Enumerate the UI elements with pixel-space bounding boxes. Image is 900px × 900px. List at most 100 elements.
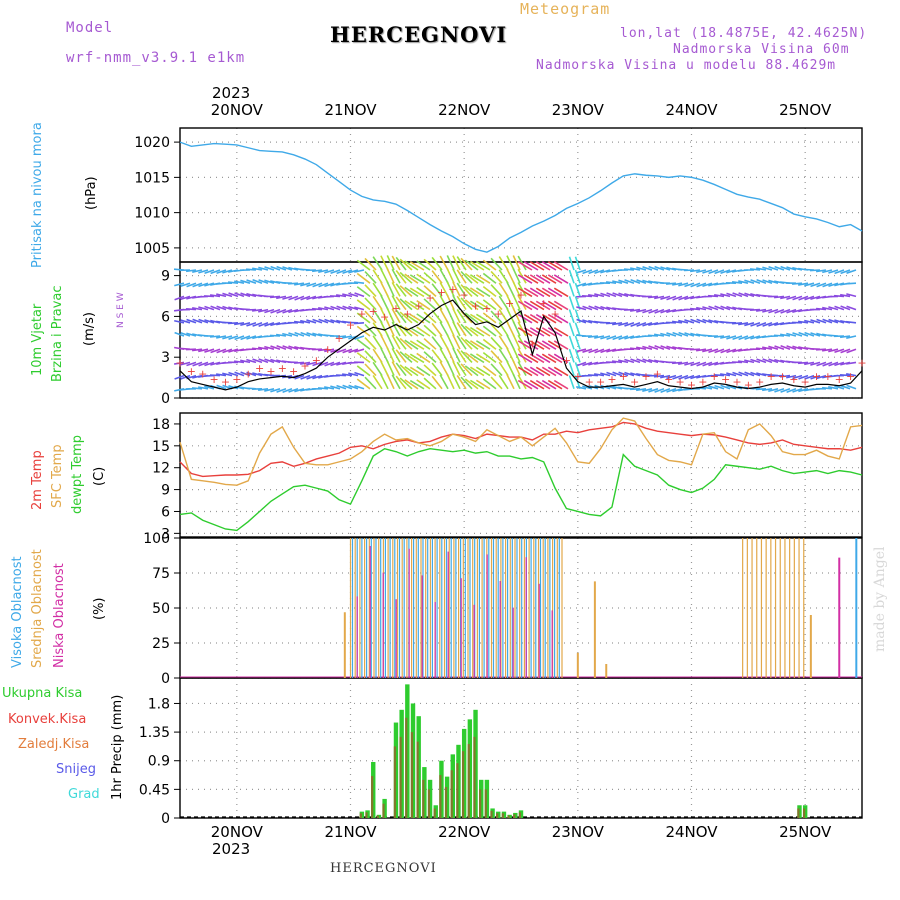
- wind-arrow: [439, 321, 449, 337]
- wind-arrow: [606, 335, 617, 341]
- wind-arrow: [804, 282, 815, 287]
- wind-arrow: [276, 308, 287, 314]
- wind-arrow: [227, 322, 239, 325]
- wind-arrow: [204, 361, 215, 367]
- wind-gust-marker: +: [585, 376, 594, 389]
- wind-arrow: [750, 293, 761, 298]
- model-label: Model: [66, 20, 114, 36]
- wind-arrow: [264, 388, 275, 392]
- wind-arrow: [439, 282, 449, 297]
- wind-arrow: [726, 305, 737, 311]
- wind-arrow: [282, 332, 293, 337]
- wind-arrow: [312, 361, 323, 367]
- wind-arrow: [834, 319, 845, 324]
- wind-arrow: [204, 305, 215, 311]
- wind-arrow: [756, 358, 767, 364]
- wind-arrow: [541, 261, 557, 271]
- wind-arrow: [529, 287, 545, 298]
- wind-arrow: [576, 361, 587, 367]
- y-tick-label: 1010: [134, 206, 170, 222]
- wind-gust-marker: +: [653, 368, 662, 381]
- wind-arrow: [506, 347, 515, 363]
- wind-arrow: [416, 286, 431, 298]
- wind-arrow: [475, 326, 491, 337]
- wind-arrow: [269, 334, 281, 337]
- wind-arrow: [215, 373, 227, 377]
- wind-arrow: [356, 272, 371, 284]
- wind-arrow: [330, 282, 341, 287]
- y-tick-label: 0.45: [139, 782, 170, 798]
- wind-arrow: [452, 334, 461, 350]
- wind-arrow: [762, 322, 773, 327]
- wind-arrow: [311, 269, 323, 273]
- precip-conv-bar: [433, 808, 436, 818]
- wind-arrow: [630, 358, 641, 364]
- wind-arrow: [404, 260, 419, 271]
- wind-arrow: [612, 371, 623, 377]
- wind-arrow: [648, 322, 659, 327]
- wind-arrow: [738, 292, 749, 298]
- wind-arrow: [750, 358, 761, 364]
- wind-arrow: [404, 339, 419, 350]
- wind-arrow: [672, 331, 683, 337]
- wind-arrow: [666, 308, 677, 314]
- wind-arrow: [498, 308, 509, 324]
- wind-arrow: [792, 332, 803, 337]
- precip-conv-bar: [405, 717, 408, 818]
- wind-arrow: [828, 282, 839, 288]
- wind-arrow: [475, 260, 491, 271]
- wind-arrow: [690, 374, 701, 380]
- wind-arrow: [423, 298, 437, 311]
- wind-arrow: [732, 371, 743, 377]
- wind-arrow: [535, 327, 551, 337]
- wind-arrow: [464, 286, 479, 298]
- wind-arrow: [810, 374, 821, 380]
- wind-arrow: [612, 280, 623, 284]
- wind-arrow: [342, 335, 353, 339]
- wind-arrow: [582, 282, 593, 287]
- wind-arrow: [797, 361, 809, 365]
- wind-arrow: [306, 332, 317, 337]
- wind-arrow: [810, 295, 821, 301]
- wind-arrow: [439, 374, 449, 390]
- wind-arrow: [690, 318, 701, 324]
- wind-arrow: [482, 352, 497, 364]
- wind-arrow: [469, 287, 485, 298]
- wind-arrow: [792, 308, 803, 314]
- wind-arrow: [780, 295, 791, 300]
- wind-arrow: [439, 295, 449, 310]
- wind-arrow: [416, 352, 431, 364]
- wind-arrow: [786, 295, 797, 300]
- wind-arrow: [636, 266, 647, 271]
- wind-gust-marker: +: [823, 370, 832, 383]
- wind-arrow: [594, 293, 605, 298]
- wind-arrow: [553, 379, 569, 390]
- wind-arrow: [416, 366, 431, 377]
- wind-arrow: [744, 279, 755, 284]
- wind-arrow: [464, 365, 479, 377]
- wind-arrow: [756, 267, 767, 271]
- wind-arrow: [210, 348, 221, 354]
- wind-arrow: [216, 305, 227, 311]
- wind-arrow: [810, 319, 821, 324]
- wind-arrow: [306, 282, 317, 288]
- wind-arrow: [568, 322, 575, 337]
- wind-arrow: [702, 269, 713, 274]
- wind-arrow: [517, 374, 527, 390]
- wind-arrow: [804, 331, 815, 337]
- wind-arrow: [512, 268, 521, 284]
- wind-arrow: [341, 373, 353, 377]
- precip-conv-bar: [399, 736, 402, 818]
- y-tick-label: 25: [152, 636, 170, 652]
- precip-conv-bar: [393, 746, 396, 818]
- wind-arrow: [714, 305, 725, 311]
- y-tick-label: 9: [161, 483, 170, 499]
- wind-arrow: [665, 282, 677, 285]
- wind-arrow: [594, 348, 605, 354]
- wind-arrow: [395, 296, 407, 311]
- wind-arrow: [618, 279, 629, 284]
- top-day-label: 21NOV: [324, 101, 377, 119]
- wind-arrow: [541, 313, 557, 324]
- wind-arrow: [329, 295, 341, 298]
- wind-arrow: [288, 345, 299, 350]
